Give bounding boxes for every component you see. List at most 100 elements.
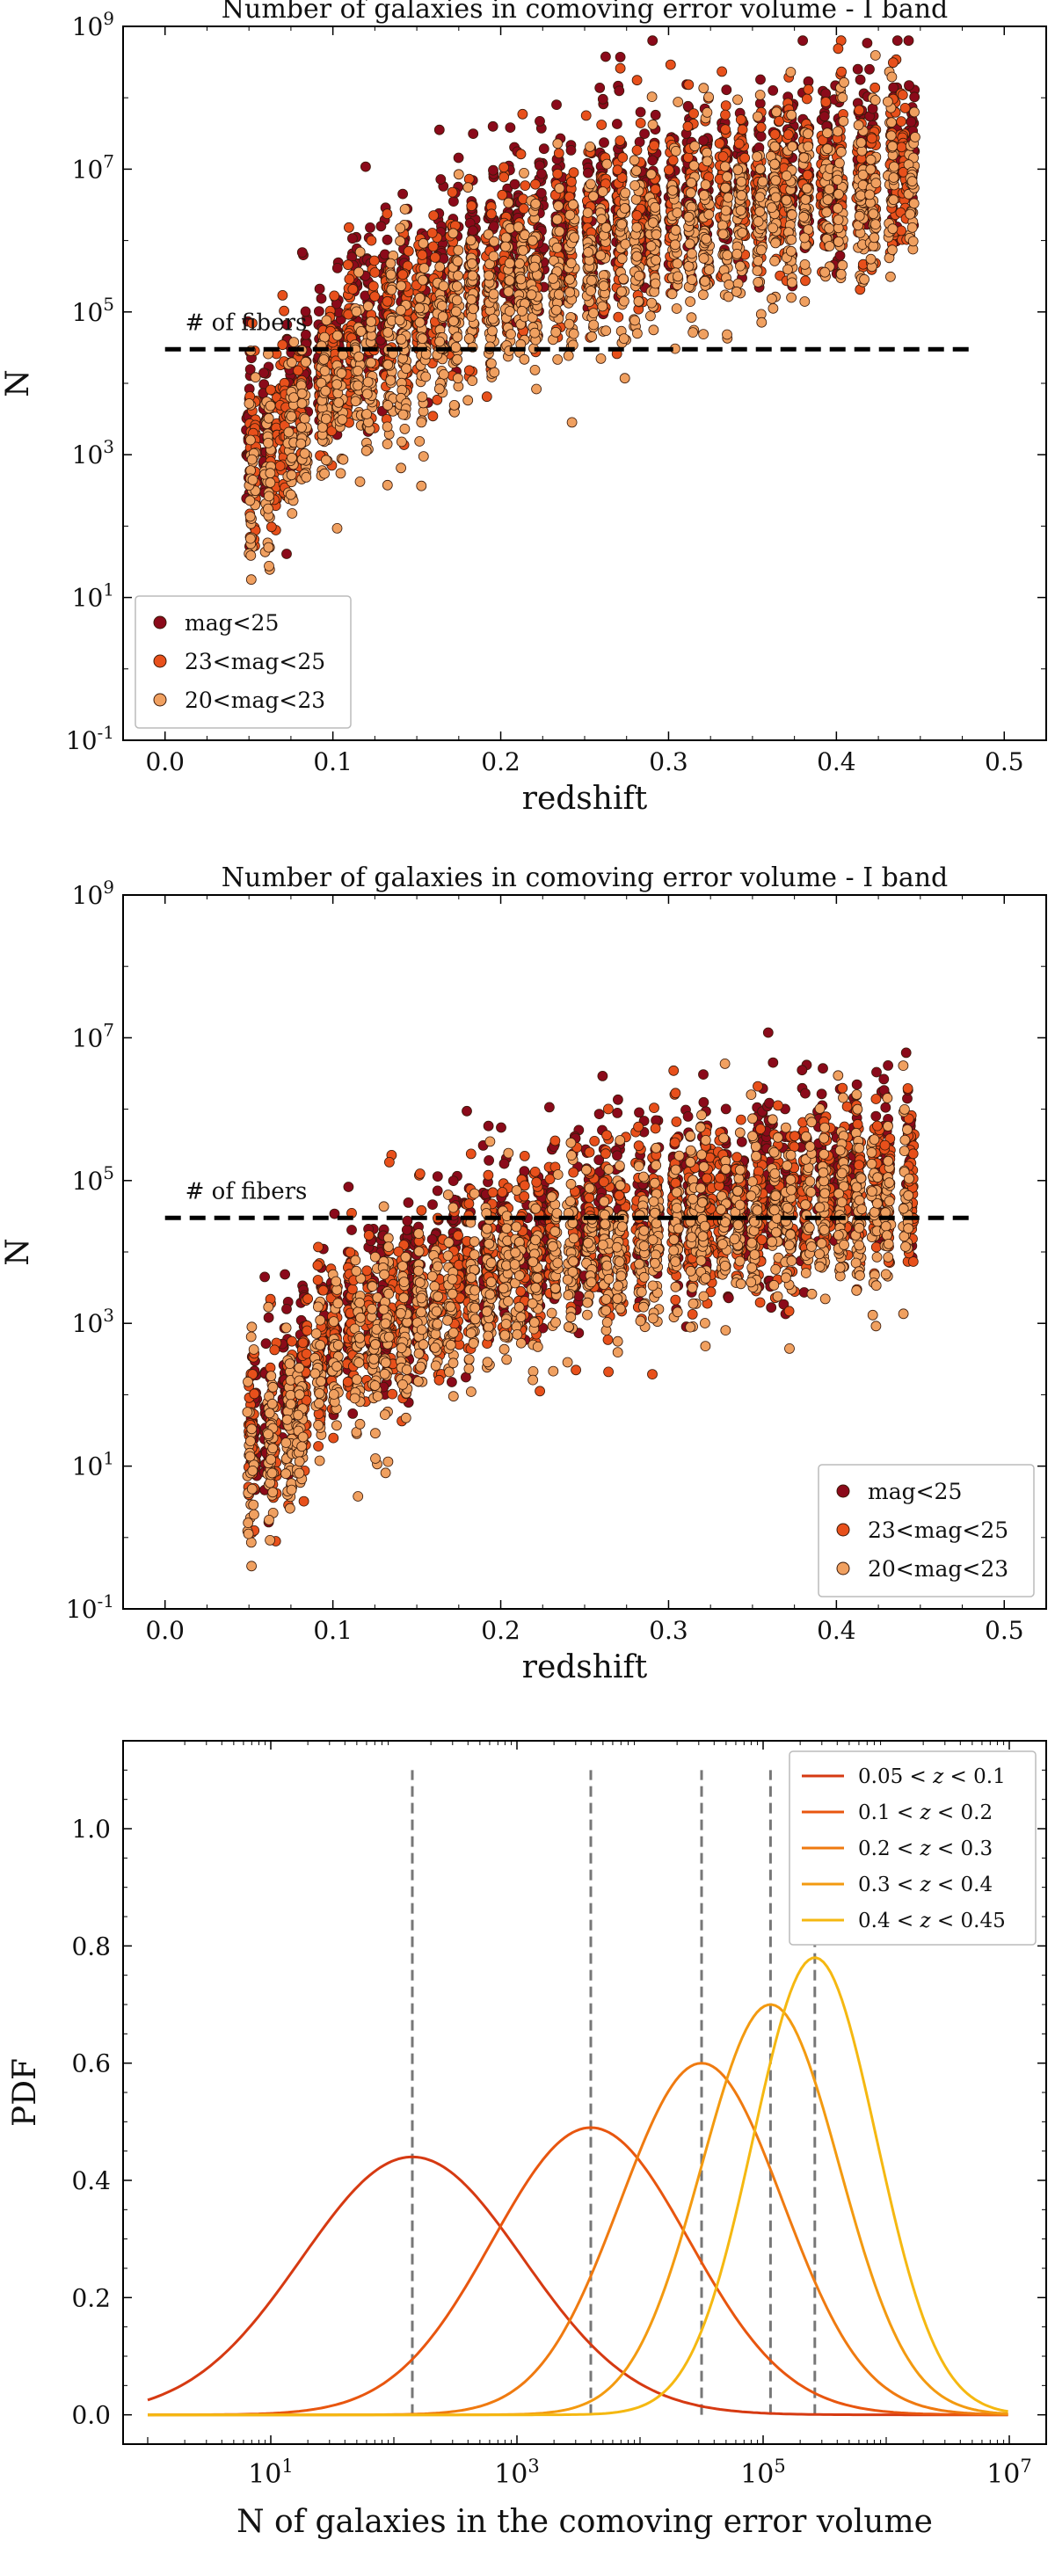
data-point xyxy=(909,106,920,118)
data-point xyxy=(755,121,767,133)
data-point xyxy=(720,124,731,135)
data-point xyxy=(632,328,643,339)
data-point xyxy=(600,222,612,233)
data-point xyxy=(631,251,643,262)
data-point xyxy=(452,353,462,365)
data-point xyxy=(299,413,310,425)
data-point xyxy=(343,222,354,233)
data-point xyxy=(754,90,766,100)
data-point xyxy=(600,51,611,62)
data-point xyxy=(907,236,919,247)
data-point xyxy=(615,62,626,74)
tick-exponent: 1 xyxy=(103,579,114,600)
data-point xyxy=(616,253,628,265)
data-point xyxy=(686,312,697,324)
data-point xyxy=(463,365,475,376)
data-point xyxy=(483,229,494,240)
data-point xyxy=(673,97,684,107)
data-point xyxy=(342,259,353,271)
y-tick-label: 101 xyxy=(72,1448,114,1481)
data-point xyxy=(786,109,797,120)
data-point xyxy=(463,333,475,345)
data-point xyxy=(864,63,875,75)
data-point xyxy=(435,174,447,185)
data-point xyxy=(353,266,364,278)
data-point xyxy=(834,250,846,261)
data-point xyxy=(401,1224,412,1235)
tick-base: 10 xyxy=(66,726,98,755)
data-point xyxy=(714,138,725,149)
data-point xyxy=(244,434,256,446)
x-axis-label: redshift xyxy=(522,1649,648,1685)
x-tick-label: 0.5 xyxy=(985,1616,1024,1645)
data-point xyxy=(717,220,728,231)
data-point xyxy=(620,238,631,250)
data-point xyxy=(896,116,906,127)
data-point xyxy=(754,206,766,217)
tick-base: 10 xyxy=(72,584,104,613)
data-point xyxy=(427,241,439,252)
data-point xyxy=(563,350,574,361)
data-point xyxy=(554,183,565,194)
y-tick-label: 109 xyxy=(72,877,114,910)
data-point xyxy=(498,162,509,173)
data-point xyxy=(755,74,766,85)
data-point xyxy=(735,205,746,216)
data-point xyxy=(316,377,327,389)
data-point xyxy=(427,1199,438,1211)
data-point xyxy=(731,286,742,297)
data-point xyxy=(683,260,695,272)
data-point xyxy=(646,91,658,102)
data-point xyxy=(803,84,814,95)
data-point xyxy=(782,129,794,141)
data-point xyxy=(801,183,812,194)
data-point xyxy=(513,222,524,233)
data-point xyxy=(615,135,626,146)
data-point xyxy=(467,270,478,281)
data-point xyxy=(586,275,597,286)
data-point xyxy=(703,265,715,275)
data-point xyxy=(797,35,808,47)
data-point xyxy=(905,208,916,220)
tick-exponent: 3 xyxy=(103,436,114,457)
data-point xyxy=(353,380,364,391)
data-point xyxy=(488,288,499,300)
data-point xyxy=(857,169,869,180)
data-point xyxy=(347,284,359,295)
data-point xyxy=(786,245,797,257)
tick-exponent: 5 xyxy=(103,1162,114,1183)
data-point xyxy=(671,303,682,314)
y-tick-label: 105 xyxy=(72,1162,114,1196)
data-point xyxy=(731,248,743,259)
data-point xyxy=(488,251,499,262)
data-point xyxy=(355,325,367,337)
data-point xyxy=(768,85,779,96)
data-point xyxy=(500,232,512,244)
data-point xyxy=(417,333,428,345)
data-point xyxy=(735,114,746,125)
scatter-chart-bright-hosts: Number of galaxies in comoving error vol… xyxy=(0,0,1047,817)
data-point xyxy=(617,152,629,164)
data-point xyxy=(682,120,694,132)
scatter-chart-faint-hosts: Number of galaxies in comoving error vol… xyxy=(0,862,1047,1685)
data-point xyxy=(515,149,527,160)
data-point xyxy=(739,152,750,164)
data-point xyxy=(682,152,694,164)
data-point xyxy=(834,157,845,169)
data-point xyxy=(852,63,863,75)
data-point xyxy=(244,364,256,375)
data-point xyxy=(274,461,286,471)
data-point xyxy=(351,306,362,317)
data-point xyxy=(246,317,258,329)
data-point xyxy=(337,414,348,426)
data-point xyxy=(786,234,797,245)
data-point xyxy=(904,80,914,91)
data-point xyxy=(838,115,849,127)
x-tick-label: 0.3 xyxy=(649,747,688,776)
data-point xyxy=(503,286,514,297)
fibers-line-label: # of fibers xyxy=(186,309,308,336)
data-point xyxy=(552,138,564,149)
data-point xyxy=(594,83,606,93)
data-point xyxy=(799,258,811,270)
data-point xyxy=(483,1120,494,1132)
